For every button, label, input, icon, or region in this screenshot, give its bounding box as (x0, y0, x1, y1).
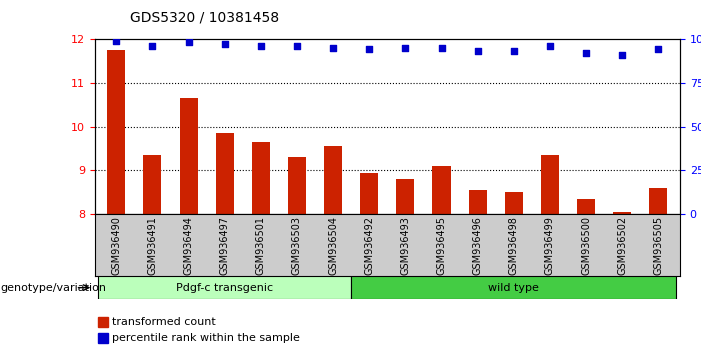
Bar (468, 190, 486, 214)
Point (580, 50, 592, 56)
Text: GSM936505: GSM936505 (653, 216, 663, 275)
Bar (179, 98, 198, 214)
Point (617, 52, 628, 58)
Bar (433, 166, 451, 214)
Text: GSM936499: GSM936499 (545, 216, 555, 275)
Bar (252, 142, 270, 214)
Text: GSM936500: GSM936500 (581, 216, 591, 275)
Text: GSM936502: GSM936502 (617, 216, 627, 275)
Point (544, 43, 555, 49)
Text: GSM936491: GSM936491 (147, 216, 158, 275)
Point (219, 41, 231, 47)
Bar (396, 179, 414, 214)
Text: GSM936498: GSM936498 (509, 216, 519, 275)
Point (147, 43, 158, 49)
Text: transformed count: transformed count (112, 317, 216, 327)
Bar (505, 192, 523, 214)
Text: GSM936501: GSM936501 (256, 216, 266, 275)
Bar (324, 146, 342, 214)
Text: GDS5320 / 10381458: GDS5320 / 10381458 (130, 11, 279, 25)
Text: GSM936490: GSM936490 (111, 216, 121, 275)
Text: GSM936495: GSM936495 (437, 216, 447, 275)
Point (508, 48, 519, 54)
Bar (649, 188, 667, 214)
Text: genotype/variation: genotype/variation (1, 282, 107, 293)
Bar (351, 276, 676, 299)
Text: GSM936494: GSM936494 (184, 216, 193, 275)
Bar (97, 317, 108, 327)
Point (111, 38, 122, 44)
Point (327, 45, 339, 51)
Point (255, 43, 266, 49)
Bar (613, 212, 631, 214)
Text: GSM936492: GSM936492 (365, 216, 374, 275)
Text: percentile rank within the sample: percentile rank within the sample (112, 333, 300, 343)
Bar (216, 133, 233, 214)
Bar (97, 333, 108, 343)
Point (292, 43, 303, 49)
Bar (144, 155, 161, 214)
Bar (107, 50, 125, 214)
Point (436, 45, 447, 51)
Point (653, 47, 664, 52)
Point (400, 45, 411, 51)
Text: GSM936493: GSM936493 (400, 216, 410, 275)
Point (364, 47, 375, 52)
Text: GSM936496: GSM936496 (472, 216, 482, 275)
Bar (541, 155, 559, 214)
Point (183, 40, 194, 45)
Bar (288, 157, 306, 214)
Bar (577, 199, 595, 214)
Text: wild type: wild type (489, 282, 539, 293)
Point (472, 48, 483, 54)
Text: GSM936504: GSM936504 (328, 216, 338, 275)
Bar (360, 172, 379, 214)
Bar (98, 276, 351, 299)
Text: GSM936497: GSM936497 (219, 216, 230, 275)
Text: Pdgf-c transgenic: Pdgf-c transgenic (176, 282, 273, 293)
Text: GSM936503: GSM936503 (292, 216, 302, 275)
